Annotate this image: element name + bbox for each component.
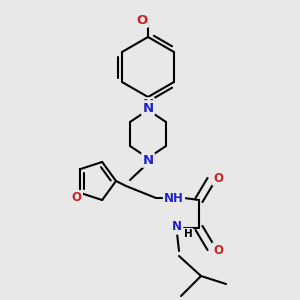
Text: O: O (136, 14, 148, 26)
Text: N: N (142, 98, 154, 112)
Text: NH: NH (164, 191, 184, 205)
Text: H: H (184, 229, 192, 239)
Text: O: O (213, 172, 223, 184)
Text: N: N (142, 154, 154, 166)
Text: N: N (172, 220, 182, 233)
Text: N: N (142, 101, 154, 115)
Text: O: O (213, 244, 223, 256)
Text: O: O (72, 191, 82, 204)
